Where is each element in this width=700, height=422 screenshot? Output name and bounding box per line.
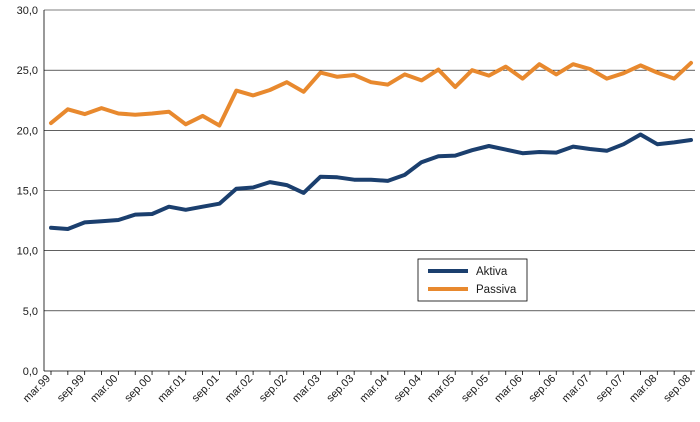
y-tick-label: 25,0 [17, 65, 38, 77]
legend-box [417, 258, 528, 302]
x-tick-label: mar.07 [560, 373, 592, 405]
x-axis-labels: mar.99 sep.99 mar.00 sep.00 mar.01 sep.01 mar.… [21, 373, 693, 405]
y-tick-label: 5,0 [23, 306, 38, 318]
x-tick-label: mar.01 [156, 373, 188, 405]
y-tick-label: 20,0 [17, 125, 38, 137]
x-tick-label: sep.02 [257, 373, 289, 405]
series-line-aktiva [49, 132, 693, 231]
gridlines [44, 9, 695, 312]
legend-label-aktiva: Aktiva [476, 266, 508, 278]
y-axis-labels: 0,0 5,0 10,0 15,0 20,0 25,0 30,0 [17, 5, 38, 378]
y-tick-label: 0,0 [23, 366, 38, 378]
x-tick-label: mar.02 [223, 373, 255, 405]
x-tick-label: sep.08 [661, 373, 693, 405]
legend-label-passiva: Passiva [476, 284, 517, 296]
x-tick-label: sep.06 [527, 373, 559, 405]
x-tick-label: mar.04 [358, 373, 390, 405]
series-layer [49, 60, 693, 231]
x-tick-label: mar.00 [88, 373, 120, 405]
x-tick-label: mar.03 [290, 373, 322, 405]
legend: Aktiva Passiva [417, 258, 528, 302]
x-tick-label: mar.08 [627, 373, 659, 405]
x-tick-label: sep.04 [392, 373, 424, 405]
axes [43, 10, 695, 375]
x-tick-label: mar.06 [492, 373, 524, 405]
series-line-passiva [49, 60, 693, 128]
y-tick-label: 30,0 [17, 5, 38, 17]
y-tick-label: 10,0 [17, 246, 38, 258]
x-tick-label: mar.05 [425, 373, 457, 405]
x-tick-label: sep.00 [122, 373, 154, 405]
x-tick-label: sep.05 [459, 373, 491, 405]
x-tick-label: sep.07 [594, 373, 626, 405]
x-tick-label: sep.03 [324, 373, 356, 405]
y-tick-label: 15,0 [17, 186, 38, 198]
x-tick-label: sep.01 [190, 373, 222, 405]
x-tick-label: sep.99 [55, 373, 87, 405]
